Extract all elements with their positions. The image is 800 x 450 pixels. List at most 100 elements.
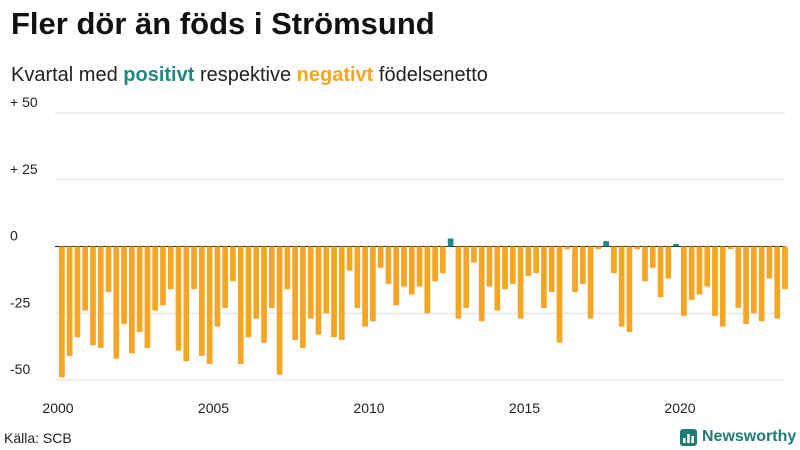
bar [214, 246, 221, 327]
bar [183, 246, 190, 362]
bar [82, 246, 89, 311]
bar [245, 246, 252, 338]
bar [354, 246, 361, 308]
bar [447, 238, 454, 247]
bar [712, 246, 718, 316]
bar [331, 246, 337, 338]
bar [681, 246, 687, 316]
y-tick-label: -50 [10, 361, 30, 377]
bar [440, 246, 446, 274]
y-tick-label: + 50 [10, 94, 38, 110]
bar [300, 246, 306, 348]
bar [105, 246, 112, 292]
bar [727, 246, 734, 250]
bar [548, 246, 555, 292]
y-tick-label: -25 [10, 294, 30, 310]
bar [362, 246, 368, 327]
bar [424, 246, 431, 314]
bar [97, 246, 104, 348]
subtitle-middle: respektive [194, 64, 297, 86]
bar [665, 246, 672, 279]
bar [525, 246, 532, 276]
bar [735, 246, 742, 308]
bar [338, 246, 345, 340]
bar [385, 246, 392, 284]
source-credit: Källa: SCB [4, 430, 72, 446]
bar [478, 246, 485, 322]
bar [618, 246, 625, 327]
bar [486, 246, 493, 287]
bar [696, 246, 703, 295]
bar [144, 246, 151, 348]
bar [136, 246, 143, 332]
bar [587, 246, 594, 319]
bar [579, 246, 586, 284]
bar [463, 246, 470, 308]
bar [206, 246, 213, 364]
bar [222, 246, 229, 308]
bar [346, 246, 353, 271]
subtitle-prefix: Kvartal med [11, 64, 124, 86]
bar [307, 246, 314, 319]
bar [253, 246, 260, 319]
bar [502, 246, 508, 290]
newsworthy-logo-icon [680, 428, 697, 446]
bar [541, 246, 547, 308]
bar [191, 246, 197, 290]
bar [370, 246, 376, 322]
bar [59, 246, 65, 378]
bar [152, 246, 159, 311]
bar [198, 246, 205, 356]
bar [121, 246, 127, 324]
bar [175, 246, 182, 351]
x-tick-label: 2000 [42, 400, 73, 416]
subtitle-positive: positivt [123, 64, 195, 86]
x-tick-label: 2010 [353, 400, 384, 416]
bar [66, 246, 73, 356]
bar [743, 246, 749, 324]
bar [626, 246, 633, 332]
bar [766, 246, 773, 279]
bar [556, 246, 563, 343]
bar [688, 246, 695, 300]
bar [774, 246, 781, 319]
bars [59, 238, 788, 378]
bar [292, 246, 298, 340]
bar [595, 246, 602, 250]
brand[interactable]: Newsworthy [680, 428, 796, 446]
bar [393, 246, 400, 306]
brand-name: Newsworthy [702, 428, 797, 445]
bar [634, 246, 641, 250]
bar [494, 246, 501, 311]
bar [129, 246, 135, 354]
bar [751, 246, 757, 314]
subtitle-negative: negativt [296, 64, 374, 86]
bar [455, 246, 462, 319]
bar [90, 246, 96, 346]
bar [673, 243, 679, 247]
bar [401, 246, 407, 287]
bar [564, 246, 571, 250]
bar [284, 246, 291, 290]
bar [237, 246, 244, 364]
x-tick-label: 2015 [509, 400, 540, 416]
bar [408, 246, 415, 295]
bar [509, 246, 516, 284]
bar [113, 246, 120, 359]
bar [471, 246, 477, 263]
bar [377, 246, 384, 268]
bar [160, 246, 166, 306]
subtitle-suffix: födelsenetto [373, 64, 488, 86]
bar [758, 246, 765, 322]
bar [432, 246, 438, 282]
bar [719, 246, 726, 327]
bar [268, 246, 275, 308]
bar [533, 246, 540, 274]
x-tick-label: 2020 [664, 400, 695, 416]
bar [572, 246, 578, 292]
chart-title: Fler dör än föds i Strömsund [11, 6, 435, 41]
bar [74, 246, 81, 338]
bar [323, 246, 330, 314]
bar [649, 246, 656, 268]
